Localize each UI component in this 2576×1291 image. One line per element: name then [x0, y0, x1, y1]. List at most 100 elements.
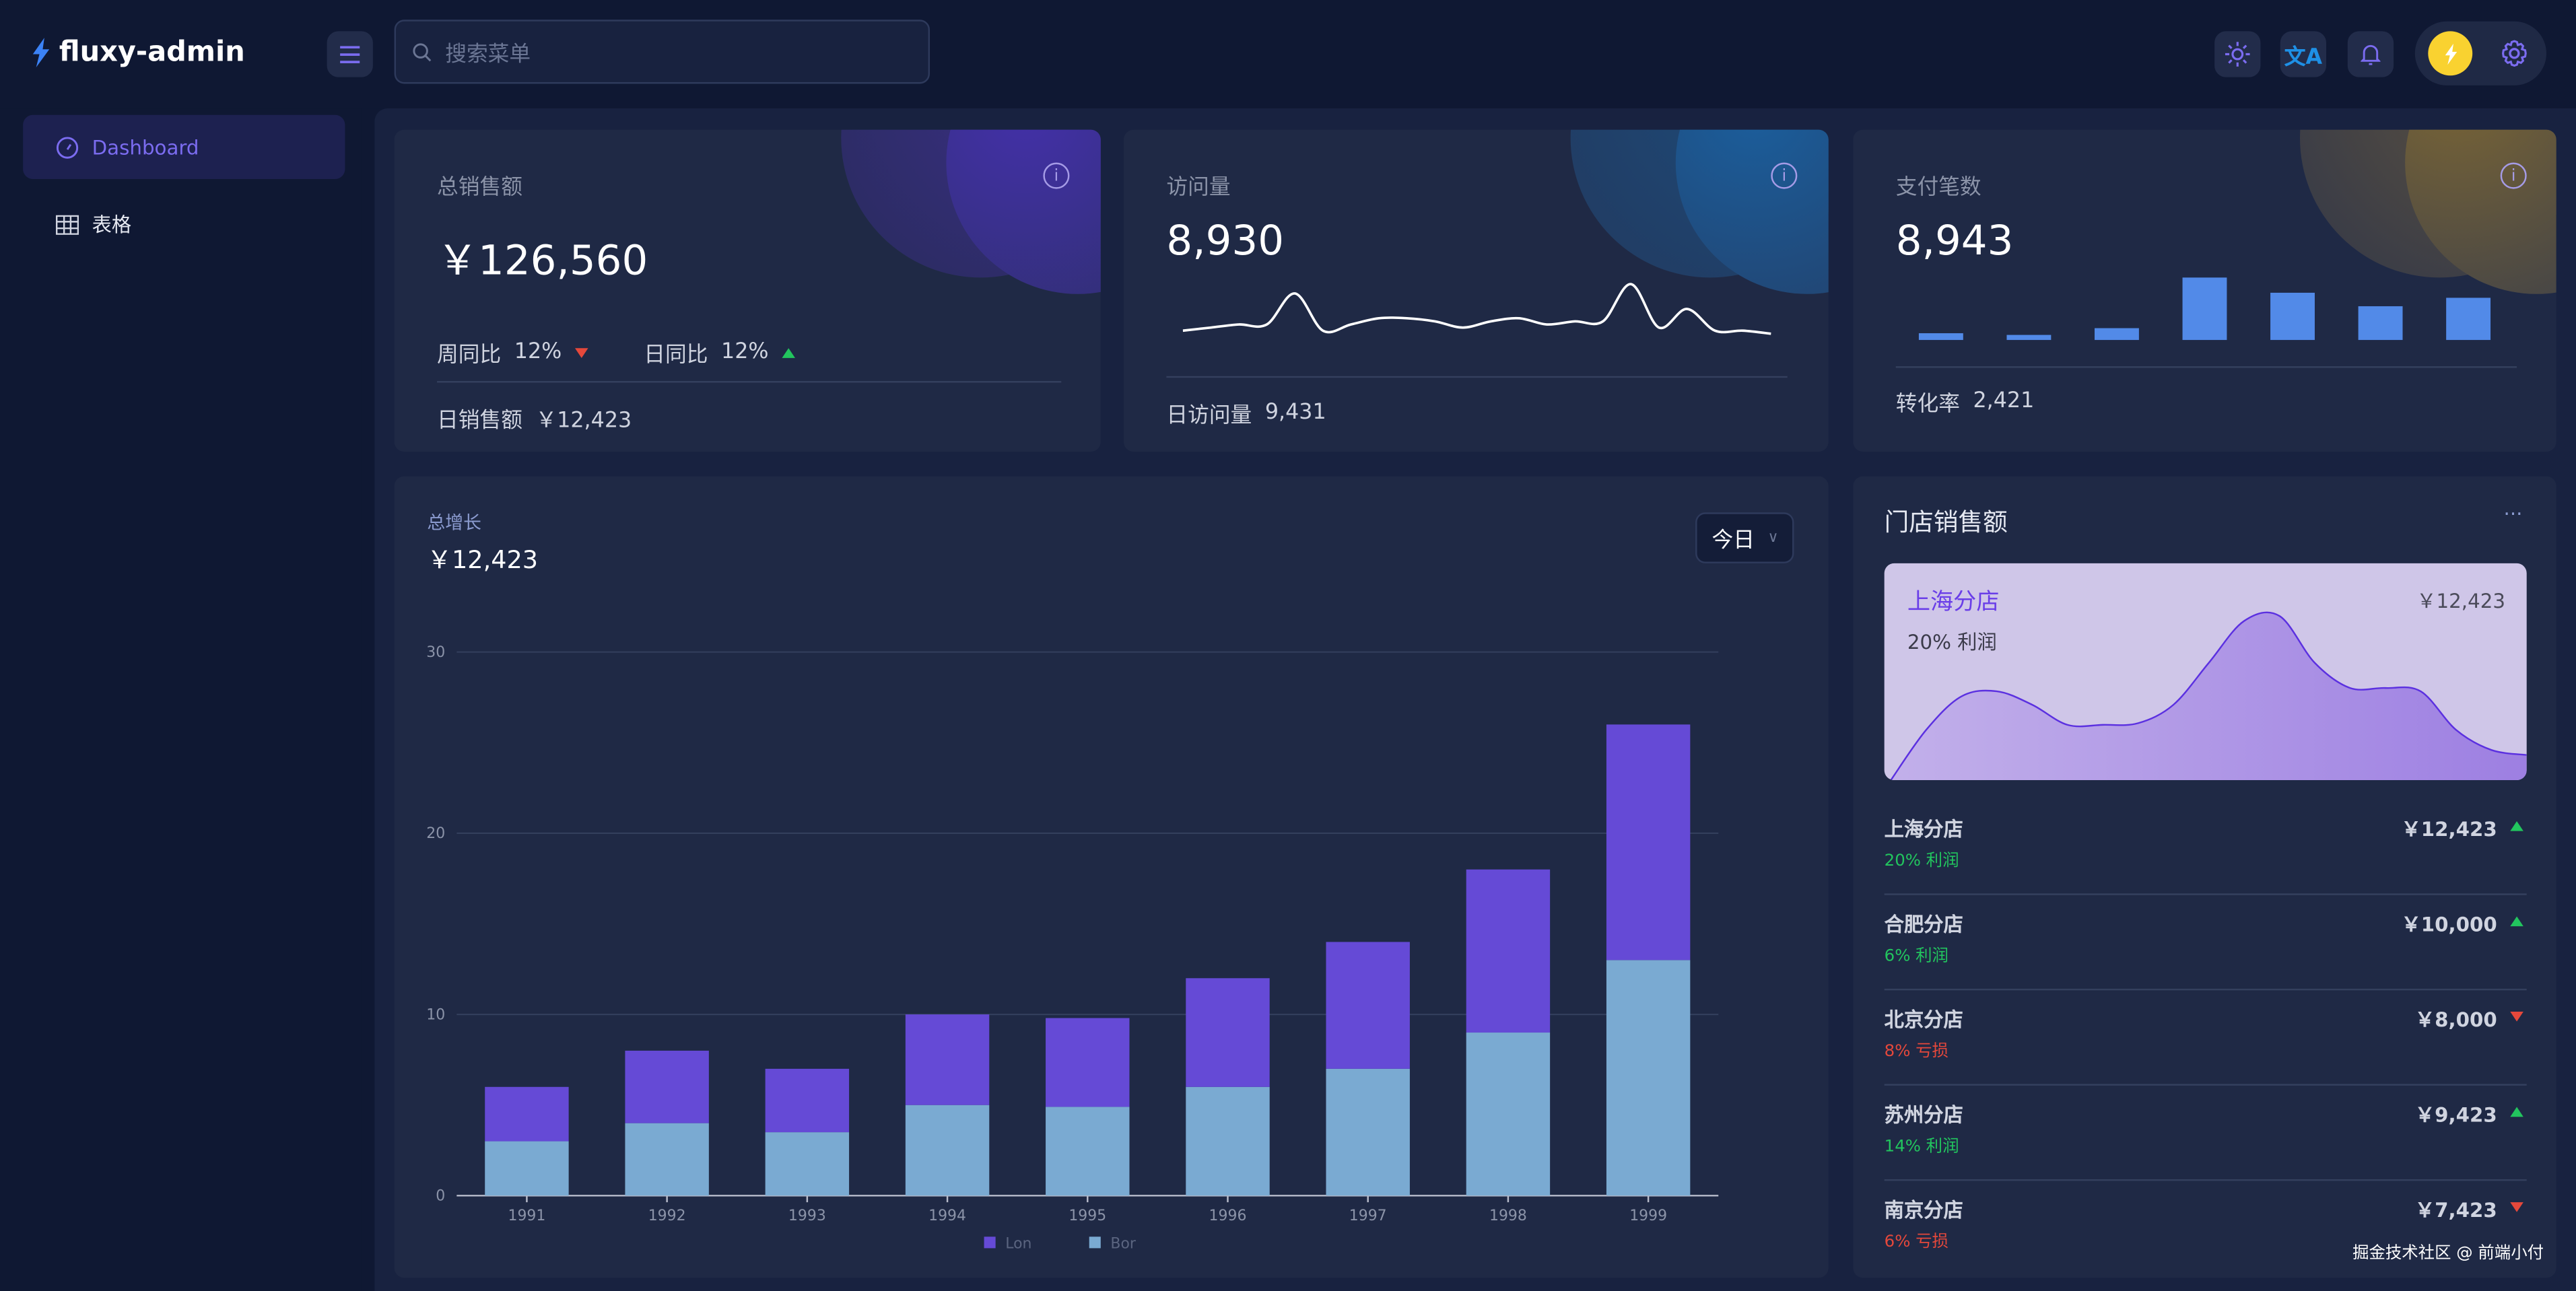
- bar-bor[interactable]: [485, 1141, 569, 1196]
- bar-bor[interactable]: [1186, 1086, 1270, 1196]
- card-footer: 日访问量 9,431: [1166, 397, 1326, 428]
- store-row[interactable]: 上海分店 20% 利润 ￥12,423: [1884, 798, 2527, 895]
- store-value: ￥7,423: [2414, 1199, 2497, 1222]
- mini-bar: [1918, 333, 1963, 341]
- legend-swatch[interactable]: [1089, 1236, 1101, 1249]
- bar-lon[interactable]: [1326, 942, 1410, 1069]
- notifications-button[interactable]: [2347, 31, 2394, 77]
- store-row[interactable]: 北京分店 8% 亏损 ￥8,000: [1884, 989, 2527, 1086]
- settings-button[interactable]: [2501, 40, 2528, 74]
- sidebar-item-table[interactable]: 表格: [23, 192, 345, 256]
- store-name: 合肥分店: [1884, 913, 1963, 936]
- stacked-bar-chart: 0 10 20 30 1991 1992 1993 1994 1995 1996 1997 1998 1…: [426, 644, 1719, 1252]
- period-value: 今日: [1711, 528, 1755, 554]
- sidebar-item-dashboard[interactable]: Dashboard: [23, 114, 345, 179]
- search-placeholder: 搜索菜单: [445, 42, 531, 68]
- mini-bar: [2006, 335, 2052, 341]
- bar-bor[interactable]: [765, 1132, 850, 1196]
- avatar[interactable]: [2428, 31, 2473, 76]
- search-input[interactable]: 搜索菜单: [394, 20, 930, 84]
- footer-label: 日访问量: [1166, 404, 1252, 429]
- dashboard-icon: [56, 136, 79, 158]
- mini-bar: [2095, 328, 2139, 341]
- card-value: 8,930: [1166, 217, 1285, 265]
- period-select[interactable]: 今日 ∨: [1695, 512, 1794, 563]
- search-icon: [413, 42, 432, 61]
- comparison-row: 周同比 12% 日同比 12%: [437, 337, 795, 368]
- bar-bor[interactable]: [1326, 1068, 1410, 1196]
- more-icon[interactable]: ···: [2503, 502, 2523, 526]
- store-profit: 20% 利润: [1884, 852, 1959, 871]
- chart-total: ￥12,423: [427, 545, 539, 575]
- legend-swatch[interactable]: [984, 1236, 996, 1249]
- info-icon[interactable]: i: [1771, 162, 1798, 189]
- store-name: 南京分店: [1884, 1199, 1963, 1222]
- bar-lon[interactable]: [1466, 869, 1551, 1033]
- bar-lon[interactable]: [625, 1050, 709, 1123]
- store-row[interactable]: 南京分店 6% 亏损 ￥7,423: [1885, 1179, 2527, 1275]
- card-title: 支付笔数: [1895, 176, 1981, 201]
- logo[interactable]: fluxy-admin: [30, 36, 245, 69]
- store-profit: 14% 利润: [1884, 1138, 1959, 1156]
- mini-bar: [2182, 277, 2227, 341]
- x-tick-label: 1993: [788, 1208, 826, 1224]
- total-sales-card: i 总销售额 ￥126,560 周同比 12% 日同比 12% 日销售额 ￥12…: [394, 129, 1101, 452]
- user-pill[interactable]: [2414, 21, 2546, 85]
- info-icon[interactable]: i: [1043, 162, 1070, 189]
- bar-bor[interactable]: [625, 1123, 709, 1196]
- bar-bor[interactable]: [905, 1105, 990, 1196]
- chart-title: 总增长: [427, 512, 481, 534]
- translate-icon: 文A: [2284, 45, 2323, 70]
- top-bar: fluxy-admin 搜索菜单 文A: [0, 0, 2576, 109]
- bar-lon[interactable]: [1186, 978, 1270, 1087]
- x-tick-label: 1994: [928, 1208, 966, 1224]
- theme-toggle-button[interactable]: [2214, 31, 2261, 77]
- bar-bor[interactable]: [1046, 1107, 1130, 1196]
- trend-up-icon: [2510, 1107, 2523, 1117]
- sidebar-item-label: Dashboard: [92, 135, 199, 159]
- bar-lon[interactable]: [485, 1086, 569, 1142]
- chevron-down-icon: ∨: [1767, 529, 1779, 547]
- store-row[interactable]: 苏州分店 14% 利润 ￥9,423: [1884, 1084, 2527, 1181]
- x-tick-label: 1991: [508, 1208, 545, 1224]
- featured-value: ￥12,423: [2416, 589, 2505, 613]
- sidebar-item-label: 表格: [92, 213, 132, 237]
- featured-profit: 20% 利润: [1907, 630, 1997, 654]
- bar-bor[interactable]: [1606, 960, 1691, 1196]
- x-tick-label: 1999: [1629, 1208, 1667, 1224]
- visits-sparkline: [1182, 283, 1771, 335]
- store-row[interactable]: 合肥分店 6% 利润 ￥10,000: [1884, 893, 2527, 991]
- divider: [1166, 376, 1788, 378]
- bar-lon[interactable]: [1606, 724, 1691, 961]
- card-title: 门店销售额: [1884, 507, 2008, 537]
- card-footer: 转化率 2,421: [1896, 386, 2035, 417]
- bar-lon[interactable]: [1046, 1018, 1130, 1107]
- card-title: 访问量: [1166, 176, 1231, 201]
- bar-lon[interactable]: [765, 1068, 850, 1133]
- card-value: ￥126,560: [437, 236, 648, 285]
- featured-store[interactable]: 上海分店 ￥12,423 20% 利润: [1884, 563, 2527, 780]
- footer-value: 2,421: [1973, 389, 2035, 414]
- x-tick-label: 1992: [648, 1208, 686, 1224]
- card-title: 总销售额: [437, 176, 522, 201]
- area-line: [1890, 611, 2527, 780]
- payments-bar-chart: [1918, 277, 2491, 341]
- store-name: 苏州分店: [1884, 1103, 1963, 1127]
- info-icon[interactable]: i: [2500, 162, 2527, 189]
- bar-lon[interactable]: [905, 1014, 990, 1105]
- divider: [1895, 366, 2517, 368]
- bar-bor[interactable]: [1466, 1033, 1551, 1196]
- y-tick-label: 20: [426, 825, 445, 842]
- menu-toggle-button[interactable]: [327, 31, 373, 77]
- area-fill: [1891, 612, 2527, 780]
- store-profit: 6% 利润: [1884, 947, 1948, 966]
- featured-area-chart: [1890, 611, 2527, 780]
- divider: [437, 381, 1062, 383]
- footer-value: ￥12,423: [535, 409, 632, 434]
- footer-label: 转化率: [1895, 392, 1960, 417]
- language-button[interactable]: 文A: [2280, 31, 2327, 77]
- legend-label[interactable]: Bor: [1110, 1235, 1136, 1252]
- legend-label[interactable]: Lon: [1005, 1235, 1031, 1252]
- store-value: ￥12,423: [2401, 818, 2497, 841]
- store-sales-card: 门店销售额 ··· 上海分店 ￥12,423 20% 利润 上海分店 20% 利…: [1853, 476, 2556, 1278]
